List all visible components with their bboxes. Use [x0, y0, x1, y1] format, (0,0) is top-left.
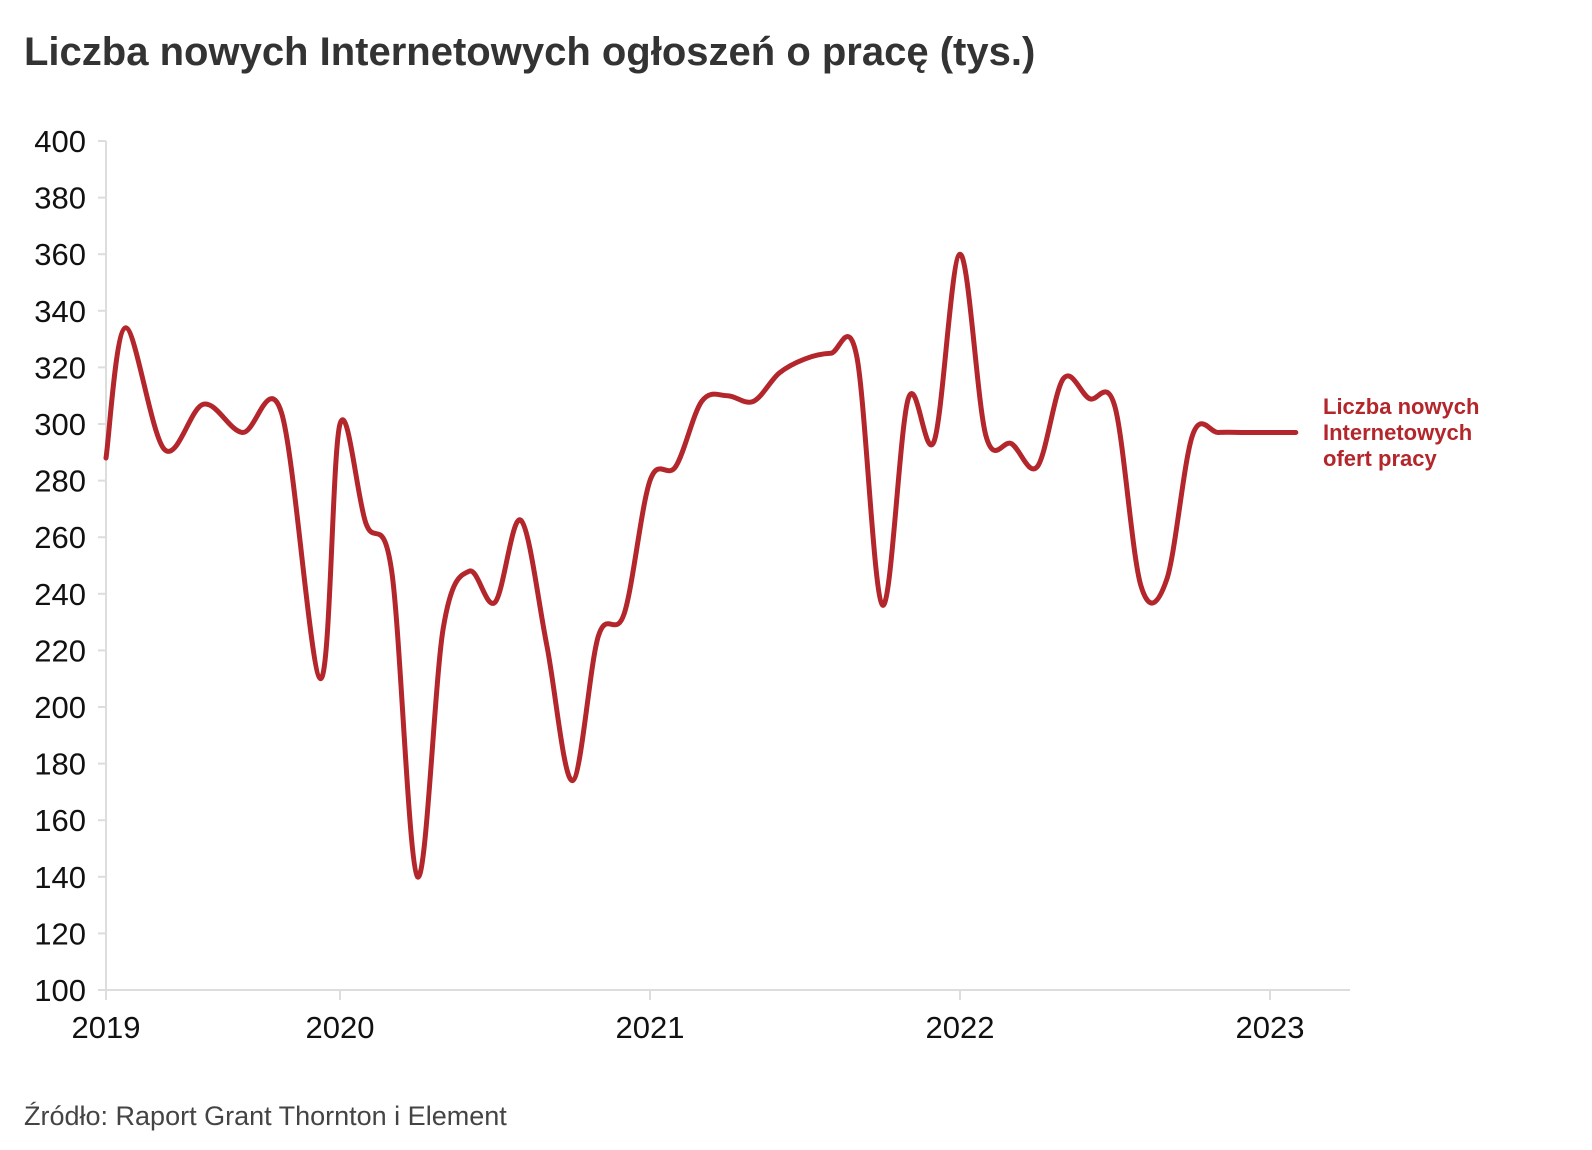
x-axis-ticks: 2019 2020 2021 2022 2023 [72, 990, 1305, 1045]
line-chart: 100 120 140 160 180 200 220 240 260 280 300 320 340 3… [34, 124, 1479, 1045]
y-tick-label: 200 [34, 690, 86, 725]
y-tick-label: 240 [34, 577, 86, 612]
y-tick-label: 400 [34, 124, 86, 159]
x-tick-label: 2023 [1236, 1010, 1305, 1045]
series-label-line: Liczba nowych [1323, 394, 1479, 419]
y-tick-label: 340 [34, 294, 86, 329]
y-axis-ticks: 100 120 140 160 180 200 220 240 260 280 300 320 340 3… [34, 124, 106, 1008]
y-tick-label: 180 [34, 747, 86, 782]
series-label: Liczba nowych Internetowych ofert pracy [1323, 394, 1479, 471]
source-note: Źródło: Raport Grant Thornton i Element [24, 1101, 507, 1131]
x-tick-label: 2021 [616, 1010, 685, 1045]
chart-title: Liczba nowych Internetowych ogłoszeń o p… [24, 30, 1036, 74]
series-lines [103, 251, 1299, 880]
y-tick-label: 100 [34, 973, 86, 1008]
y-tick-label: 120 [34, 916, 86, 951]
x-tick-label: 2022 [926, 1010, 995, 1045]
y-tick-label: 260 [34, 520, 86, 555]
y-tick-label: 220 [34, 633, 86, 668]
y-tick-label: 140 [34, 860, 86, 895]
y-tick-label: 320 [34, 350, 86, 385]
y-tick-label: 160 [34, 803, 86, 838]
series-label-line: Internetowych [1323, 420, 1472, 445]
y-tick-label: 300 [34, 407, 86, 442]
y-tick-label: 280 [34, 464, 86, 499]
chart-axes [105, 141, 1350, 991]
series-label-line: ofert pracy [1323, 446, 1437, 471]
x-tick-label: 2020 [306, 1010, 375, 1045]
x-tick-label: 2019 [72, 1010, 141, 1045]
y-tick-label: 360 [34, 237, 86, 272]
y-tick-label: 380 [34, 181, 86, 216]
series-line [103, 251, 1299, 880]
series-labels: Liczba nowych Internetowych ofert pracy [1323, 394, 1479, 471]
